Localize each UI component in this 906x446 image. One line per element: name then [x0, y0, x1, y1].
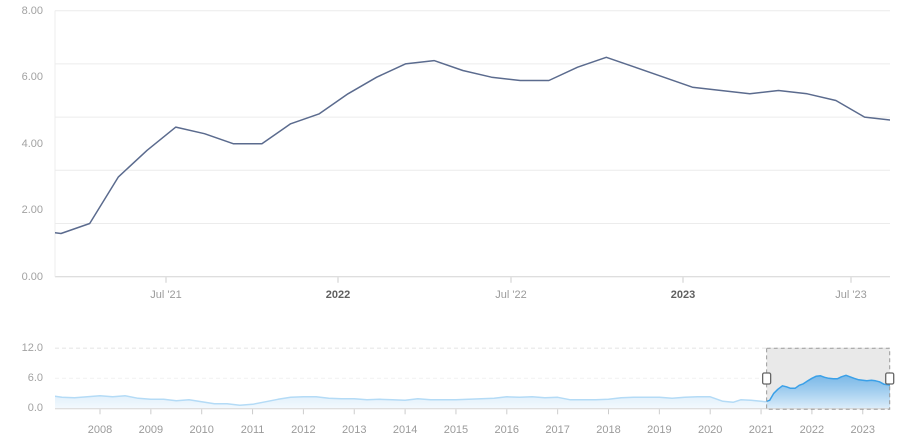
- navigator-y-tick-label: 12.0: [21, 342, 43, 355]
- navigator-handle-left[interactable]: [761, 372, 772, 385]
- navigator-y-tick-label: 0.0: [27, 402, 43, 415]
- navigator-x-tick-label: 2011: [240, 424, 265, 436]
- main-y-tick-label: 0.00: [21, 270, 43, 283]
- navigator-x-tick-label: 2019: [647, 424, 672, 436]
- navigator-x-tick-label: 2015: [443, 424, 469, 436]
- main-y-tick-label: 6.00: [21, 71, 43, 84]
- main-x-tick-label: Jul '23: [835, 289, 867, 301]
- main-x-tick-label: Jul '21: [150, 289, 182, 301]
- main-plot-area[interactable]: [55, 11, 890, 277]
- main-x-tick-label: 2022: [325, 289, 351, 301]
- main-x-tick-label: Jul '22: [495, 289, 527, 301]
- navigator-x-tick-label: 2010: [189, 424, 214, 436]
- navigator-x-tick-label: 2018: [596, 424, 621, 436]
- navigator-x-tick-label: 2012: [291, 424, 316, 436]
- navigator-x-tick-label: 2016: [494, 424, 520, 436]
- main-y-tick-label: 4.00: [21, 137, 43, 150]
- navigator-handle-right[interactable]: [885, 372, 895, 385]
- main-series-line: [55, 56, 890, 235]
- navigator-x-tick-label: 2014: [392, 424, 418, 436]
- navigator-y-tick-label: 6.0: [27, 372, 43, 385]
- navigator-x-tick-label: 2008: [87, 424, 113, 436]
- main-y-tick-label: 2.00: [21, 204, 43, 217]
- main-y-tick-label: 8.00: [21, 4, 43, 17]
- main-x-tick-label: 2023: [670, 289, 696, 301]
- navigator-x-tick-label: 2017: [545, 424, 570, 436]
- navigator-x-tick-label: 2021: [748, 424, 774, 436]
- navigator-x-tick-label: 2013: [342, 424, 367, 436]
- navigator-x-tick-label: 2009: [138, 424, 164, 436]
- navigator-x-tick-label: 2023: [850, 424, 875, 436]
- navigator-x-tick-label: 2020: [697, 424, 723, 436]
- navigator-mask-left[interactable]: [55, 348, 767, 409]
- navigator-x-tick-label: 2022: [799, 424, 825, 436]
